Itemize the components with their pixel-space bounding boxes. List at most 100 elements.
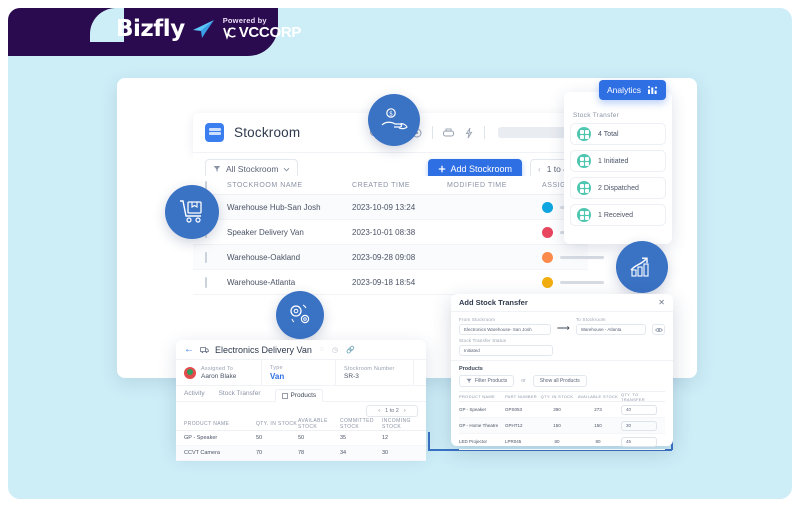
stockroom-app-icon bbox=[205, 123, 224, 142]
cell-product-name: LED Projector bbox=[459, 439, 488, 444]
table-row[interactable]: Speaker Delivery Van 2023-10-01 08:38 bbox=[193, 220, 604, 245]
to-stockroom-group: To Stockroom Warehouse - Atlanta bbox=[575, 317, 647, 335]
cell-available: 80 bbox=[595, 439, 601, 444]
modal-header: Add Stock Transfer ✕ bbox=[451, 294, 673, 312]
column-incoming-stock: INCOMING STOCK bbox=[382, 417, 411, 430]
cell-transfer: 30 bbox=[621, 420, 661, 431]
pagination-label: 1 to 4 bbox=[546, 164, 568, 174]
stockroom-filter-dropdown[interactable]: All Stockroom bbox=[205, 159, 299, 179]
meta-value: Aaron Blake bbox=[201, 372, 237, 380]
chevron-right-icon[interactable]: › bbox=[403, 408, 406, 414]
cell-assigned-to bbox=[542, 276, 622, 288]
show-all-products-button[interactable]: Show all Products bbox=[532, 375, 587, 387]
cell-created-time: 2023-09-28 09:08 bbox=[352, 252, 416, 262]
add-stockroom-label: Add Stockroom bbox=[450, 164, 513, 174]
van-icon bbox=[200, 346, 209, 354]
cart-box-icon bbox=[165, 185, 219, 239]
add-stock-transfer-modal: Add Stock Transfer ✕ From Stockroom Elec… bbox=[451, 294, 673, 450]
qty-to-transfer-input[interactable]: 30 bbox=[621, 420, 657, 431]
detail-meta-row: Assigned To Aaron Blake Type Van Stockro… bbox=[176, 360, 426, 386]
cell-stockroom-name: Speaker Delivery Van bbox=[227, 227, 304, 237]
filter-products-button[interactable]: Filter Products bbox=[459, 375, 515, 387]
status-input[interactable]: Initiated bbox=[459, 345, 553, 356]
qty-to-transfer-input[interactable]: 40 bbox=[621, 404, 657, 415]
plus-icon bbox=[438, 165, 445, 173]
column-available-stock: AVAILABLE STOCK bbox=[577, 394, 619, 399]
svg-text:$: $ bbox=[389, 111, 393, 118]
cell-incoming: 12 bbox=[382, 435, 389, 441]
gears-icon bbox=[276, 291, 324, 339]
meta-label: Assigned To bbox=[201, 365, 234, 372]
cell-available: 150 bbox=[594, 423, 602, 428]
tab-stock-transfer[interactable]: Stock Transfer bbox=[218, 390, 261, 397]
box-icon bbox=[281, 392, 288, 399]
products-actions: Filter Products or Show all Products bbox=[459, 375, 665, 387]
assignee-dot bbox=[542, 276, 553, 288]
analytics-card-initiated[interactable]: 1 Initiated bbox=[570, 150, 666, 172]
clock-icon[interactable]: ◷ bbox=[332, 346, 339, 354]
from-stockroom-input[interactable]: Electronics Warehouse- San Josh bbox=[459, 324, 551, 335]
products-section-label: Products bbox=[459, 366, 483, 372]
printer-icon[interactable] bbox=[442, 127, 454, 139]
powered-by-label: Powered by bbox=[222, 16, 267, 26]
analytics-section-label: Stock Transfer bbox=[573, 112, 620, 119]
modal-table-header: PRODUCT NAME PART NUMBER QTY. IN STOCK A… bbox=[459, 391, 665, 402]
row-checkbox[interactable] bbox=[205, 276, 227, 288]
arrow-left-icon[interactable]: ← bbox=[184, 344, 194, 355]
chevron-left-icon[interactable]: ‹ bbox=[378, 408, 381, 414]
from-stockroom-group: From Stockroom Electronics Warehouse- Sa… bbox=[459, 317, 551, 335]
toolbar-divider-2 bbox=[484, 126, 485, 139]
modal-title: Add Stock Transfer bbox=[459, 298, 528, 307]
table-row[interactable]: GP - Speaker GPS053 390 273 40 bbox=[459, 402, 665, 418]
cell-stockroom-name: Warehouse-Oakland bbox=[227, 252, 301, 262]
eye-icon[interactable] bbox=[652, 324, 665, 335]
analytics-button[interactable]: Analytics bbox=[598, 80, 666, 100]
link-icon[interactable]: 🔗 bbox=[346, 346, 355, 354]
analytics-card-dispatched[interactable]: 2 Dispatched bbox=[570, 177, 666, 199]
tab-activity[interactable]: Activity bbox=[184, 390, 205, 397]
analytics-card-received[interactable]: 1 Received bbox=[570, 204, 666, 226]
close-icon[interactable]: ✕ bbox=[658, 298, 665, 307]
tab-products[interactable]: Products bbox=[274, 389, 324, 402]
grid-icon bbox=[577, 154, 591, 168]
table-row[interactable]: GP - Home Theatre GPHT12 150 150 30 bbox=[459, 418, 665, 434]
qty-to-transfer-input[interactable]: 45 bbox=[621, 436, 657, 447]
column-product-name: PRODUCT NAME bbox=[459, 394, 495, 399]
add-stockroom-button[interactable]: Add Stockroom bbox=[427, 158, 523, 180]
table-row[interactable]: Warehouse-Atlanta 2023-09-18 18:54 bbox=[193, 270, 604, 295]
meta-stockroom-number: Stockroom Number SR-3 bbox=[336, 360, 414, 385]
select-all-checkbox[interactable] bbox=[205, 180, 227, 190]
table-row[interactable]: Warehouse-Oakland 2023-09-28 09:08 bbox=[193, 245, 604, 270]
row-checkbox[interactable] bbox=[205, 251, 227, 263]
cell-product-name: GP - Speaker bbox=[459, 407, 487, 412]
growth-chart-icon bbox=[616, 241, 668, 293]
table-row[interactable]: LED Projector LPR045 80 80 45 bbox=[459, 434, 665, 450]
bizfly-wordmark: Bizfly bbox=[116, 16, 185, 42]
lightning-icon[interactable] bbox=[463, 127, 475, 139]
analytics-card-total[interactable]: 4 Total bbox=[570, 123, 666, 145]
bell-icon[interactable]: ◌ bbox=[319, 346, 325, 353]
meta-value: Van bbox=[270, 371, 285, 381]
detail-pagination[interactable]: ‹ 1 to 2 › bbox=[366, 405, 418, 417]
detail-pagination-label: 1 to 2 bbox=[385, 408, 399, 414]
cell-product-name: CCVT Camera bbox=[184, 450, 220, 456]
status-label: Stock Transfer Status bbox=[459, 338, 507, 343]
analytics-card-label: 1 Initiated bbox=[598, 157, 629, 165]
chevron-left-icon[interactable]: ‹ bbox=[538, 164, 541, 174]
brand-logo-group: Bizfly Powered by VCC bbox=[116, 16, 301, 42]
vccorp-wordmark: VCCORP bbox=[222, 25, 301, 41]
cell-qty: 70 bbox=[256, 450, 263, 456]
table-row[interactable]: GP - Speaker 50 50 35 12 bbox=[176, 431, 426, 446]
cell-transfer: 40 bbox=[621, 404, 661, 415]
header-placeholder-field[interactable] bbox=[498, 127, 576, 138]
table-row[interactable]: CCVT Camera 70 78 34 30 bbox=[176, 446, 426, 461]
analytics-card-label: 2 Dispatched bbox=[598, 184, 639, 192]
cell-available: 273 bbox=[594, 407, 602, 412]
column-modified-time: MODIFIED TIME bbox=[447, 181, 507, 189]
cell-part-number: LPR045 bbox=[505, 439, 522, 444]
column-committed-stock: COMMITTED STOCK bbox=[340, 417, 374, 430]
filter-label: All Stockroom bbox=[226, 164, 279, 174]
to-stockroom-input[interactable]: Warehouse - Atlanta bbox=[575, 324, 647, 335]
table-row[interactable]: Warehouse Hub-San Josh 2023-10-09 13:24 bbox=[193, 195, 604, 220]
cell-product-name: GP - Home Theatre bbox=[459, 423, 499, 428]
